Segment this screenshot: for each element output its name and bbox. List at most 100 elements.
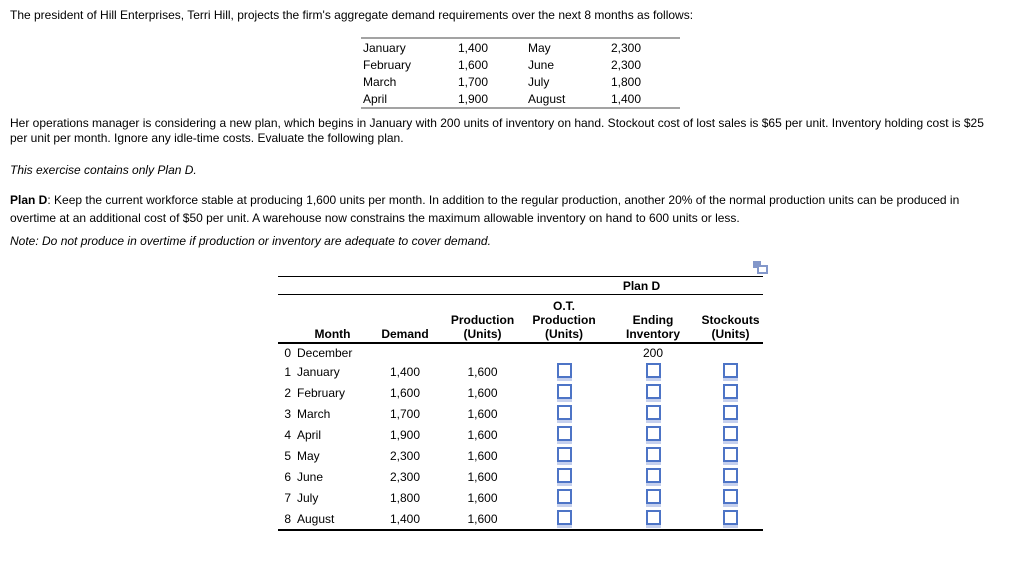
month-cell: 8 August (278, 508, 365, 530)
ending-inventory-input-may[interactable] (645, 447, 661, 462)
month-label: January (297, 364, 340, 379)
demand-month-label: July (528, 74, 550, 89)
ending-inventory-input-june[interactable] (645, 468, 661, 483)
demand-value: 2,300 (389, 469, 421, 484)
stockouts-input-march[interactable] (723, 405, 739, 420)
ending-inventory-input-february[interactable] (645, 384, 661, 399)
row-index: 3 (284, 406, 291, 421)
ot-production-input-january[interactable] (556, 363, 572, 378)
month-label: March (297, 406, 331, 421)
ot-production-input-may[interactable] (556, 447, 572, 462)
production-value: 1,600 (467, 448, 498, 463)
production-value: 1,600 (467, 364, 498, 379)
month-cell: 1 January (278, 361, 365, 382)
demand-value: 1,900 (389, 427, 421, 442)
demand-value: 1,600 (389, 385, 421, 400)
stockouts-input-february[interactable] (723, 384, 739, 399)
stockouts-input-july[interactable] (723, 489, 739, 504)
demand-month-label: June (528, 57, 555, 72)
month-cell: 0 December (278, 343, 365, 361)
demand-month-label: May (528, 40, 551, 55)
column-header-production: Production (Units) (445, 294, 520, 344)
stockouts-cell (698, 424, 763, 445)
production-value: 1,600 (467, 406, 498, 421)
ending-inventory-cell (608, 403, 698, 424)
row-index: 7 (284, 490, 291, 505)
ending-inventory-cell (608, 508, 698, 530)
row-index: 2 (284, 385, 291, 400)
exercise-note: This exercise contains only Plan D. (10, 163, 197, 177)
production-value: 1,600 (467, 427, 498, 442)
production-value: 1,600 (467, 385, 498, 400)
note-line: Note: Do not produce in overtime if prod… (10, 234, 491, 248)
stockouts-input-may[interactable] (723, 447, 739, 462)
month-label: April (297, 427, 322, 442)
column-header-line: Ending (632, 313, 674, 327)
operations-line-1: Her operations manager is considering a … (10, 116, 984, 130)
plan-row-july: 7 July 1,800 1,600 (278, 487, 763, 508)
ot-production-cell (520, 445, 608, 466)
row-index: 8 (284, 511, 291, 526)
column-header-line: (Units) (463, 327, 502, 341)
row-index: 5 (284, 448, 291, 463)
ot-production-cell (520, 424, 608, 445)
column-header-line: Production (532, 313, 596, 327)
column-header-line: Month (314, 327, 351, 341)
group-header-spacer (278, 276, 520, 295)
stockouts-cell (698, 382, 763, 403)
demand-month-label: March (363, 74, 397, 89)
plan-d-line-2: overtime at an additional cost of $50 pe… (10, 211, 740, 225)
stockouts-cell (698, 487, 763, 508)
demand-value: 1,400 (389, 511, 421, 526)
demand-row: February 1,600 June 2,300 (361, 56, 680, 73)
ending-inventory-input-january[interactable] (645, 363, 661, 378)
ot-production-input-february[interactable] (556, 384, 572, 399)
month-cell: 7 July (278, 487, 365, 508)
demand-value: 1,800 (389, 490, 421, 505)
ending-inventory-value: 200 (642, 345, 664, 360)
ot-production-cell (520, 466, 608, 487)
ending-inventory-cell (608, 445, 698, 466)
copy-table-icon[interactable] (752, 261, 768, 274)
column-header-line: Stockouts (701, 313, 760, 327)
ot-production-input-april[interactable] (556, 426, 572, 441)
ending-inventory-input-march[interactable] (645, 405, 661, 420)
demand-value: 1,800 (610, 74, 642, 89)
stockouts-cell (698, 466, 763, 487)
copy-icon-front-square (757, 265, 768, 274)
stockouts-cell (698, 343, 763, 361)
ending-inventory-input-july[interactable] (645, 489, 661, 504)
plan-d-paragraph: Plan D: Keep the current workforce stabl… (10, 191, 959, 227)
ot-production-input-august[interactable] (556, 510, 572, 525)
ending-inventory-input-august[interactable] (645, 510, 661, 525)
stockouts-cell (698, 445, 763, 466)
plan-d-group-header: Plan D (520, 276, 764, 295)
row-index: 1 (284, 364, 291, 379)
plan-row-december: 0 December 200 (278, 343, 763, 361)
ot-production-input-june[interactable] (556, 468, 572, 483)
stockouts-input-january[interactable] (723, 363, 739, 378)
column-header-stockouts: Stockouts (Units) (698, 294, 764, 344)
month-label: July (297, 490, 319, 505)
spacer-cell (667, 90, 680, 108)
demand-value: 1,600 (457, 57, 489, 72)
ending-inventory-input-april[interactable] (645, 426, 661, 441)
demand-value: 2,300 (610, 57, 642, 72)
column-header-line: Demand (381, 327, 429, 341)
column-header-month: Month (278, 294, 365, 344)
demand-value: 1,700 (389, 406, 421, 421)
spacer-cell (667, 56, 680, 73)
ending-inventory-cell (608, 424, 698, 445)
column-header-line: (Units) (545, 327, 583, 341)
ot-production-input-july[interactable] (556, 489, 572, 504)
month-label: February (297, 385, 346, 400)
stockouts-input-june[interactable] (723, 468, 739, 483)
demand-value: 2,300 (389, 448, 421, 463)
stockouts-input-august[interactable] (723, 510, 739, 525)
month-label: August (297, 511, 335, 526)
demand-value: 1,900 (457, 91, 489, 106)
ending-inventory-cell (608, 466, 698, 487)
stockouts-input-april[interactable] (723, 426, 739, 441)
ot-production-input-march[interactable] (556, 405, 572, 420)
month-cell: 4 April (278, 424, 365, 445)
